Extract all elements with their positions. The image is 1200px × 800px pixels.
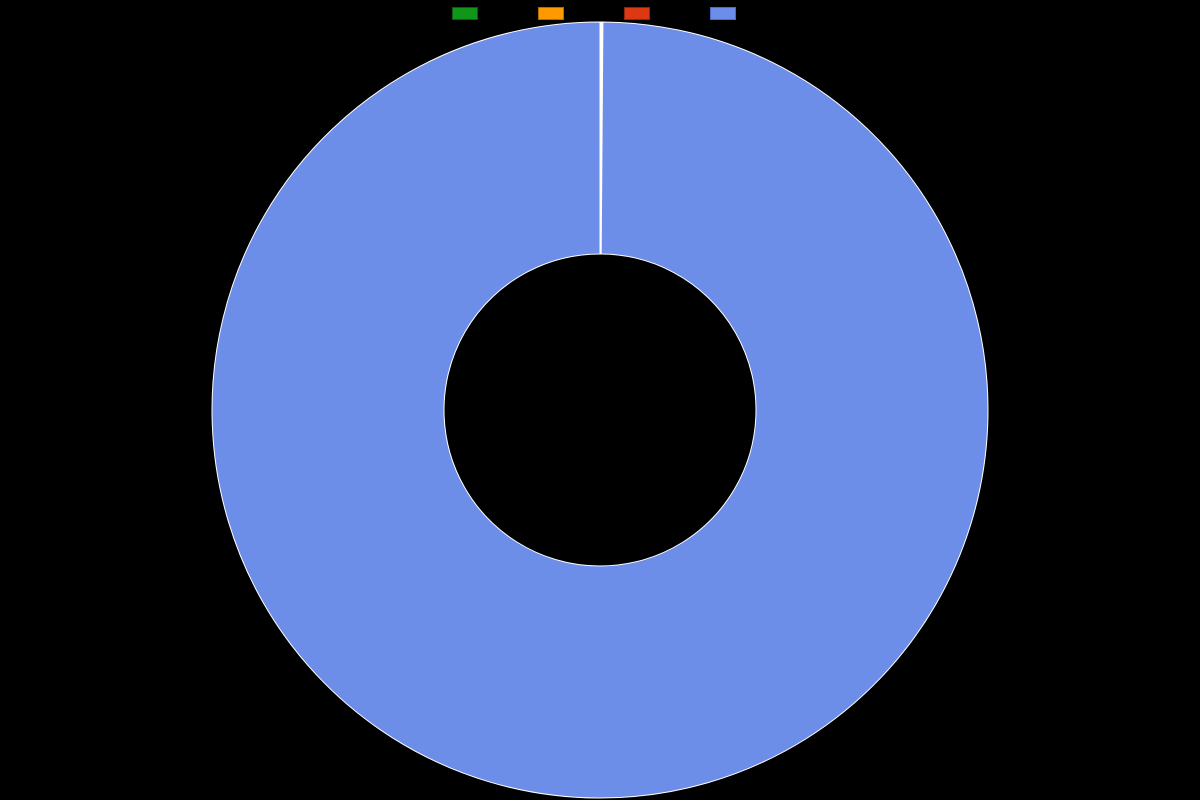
chart-container bbox=[0, 0, 1200, 800]
donut-chart bbox=[210, 20, 990, 800]
donut-chart-wrap bbox=[0, 0, 1200, 800]
